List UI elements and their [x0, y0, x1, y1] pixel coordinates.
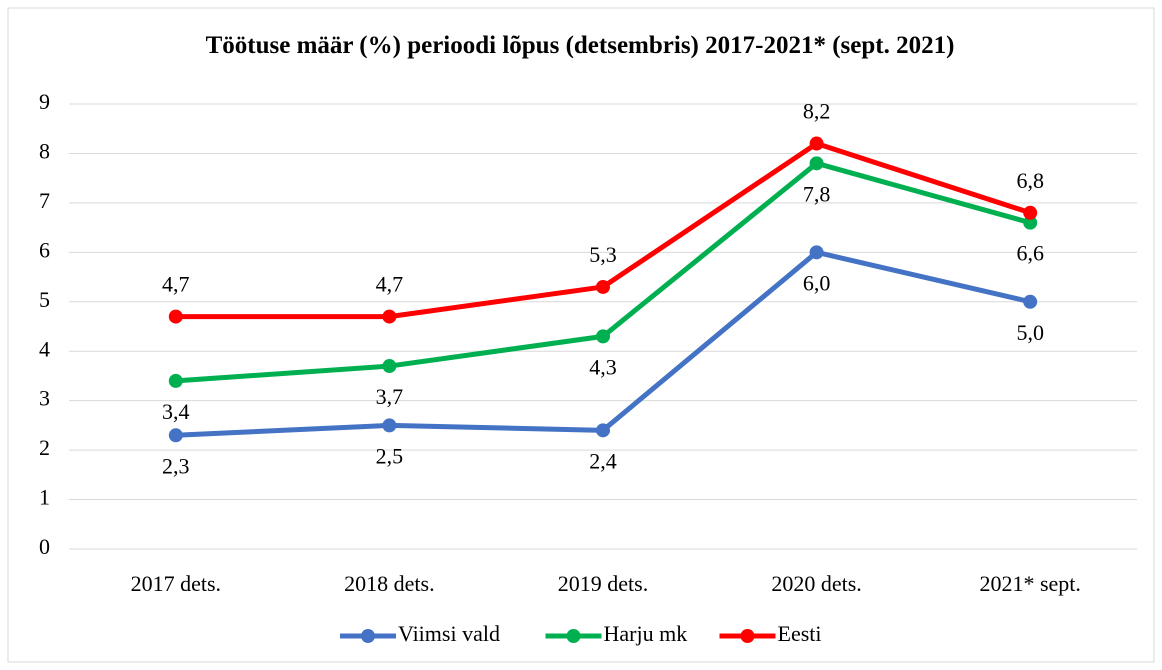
- data-label: 6,0: [803, 270, 831, 295]
- point: [382, 418, 397, 433]
- y-tick-label: 5: [39, 287, 50, 312]
- data-label: 5,0: [1016, 320, 1044, 345]
- point: [168, 428, 183, 443]
- point: [1023, 215, 1038, 230]
- data-label: 6,8: [1016, 168, 1044, 193]
- x-tick-label: 2018 dets.: [344, 571, 434, 596]
- legend-marker: [740, 629, 755, 643]
- point: [1023, 294, 1038, 309]
- y-tick-label: 6: [39, 237, 50, 262]
- point: [596, 329, 610, 344]
- legend-marker: [566, 629, 581, 643]
- data-label: 4,3: [589, 354, 617, 379]
- legend-label: Eesti: [778, 621, 822, 646]
- y-tick-label: 0: [39, 534, 50, 559]
- y-tick-label: 1: [39, 485, 50, 510]
- data-label: 7,8: [803, 181, 831, 206]
- y-tick-label: 3: [39, 386, 50, 411]
- data-label: 3,7: [376, 384, 404, 409]
- data-label: 5,3: [589, 242, 617, 267]
- point: [809, 156, 824, 171]
- legend-marker: [361, 629, 375, 643]
- legend-label: Harju mk: [604, 621, 688, 646]
- point: [382, 359, 397, 374]
- point: [596, 423, 610, 438]
- x-tick-label: 2020 dets.: [771, 571, 861, 596]
- y-tick-label: 4: [39, 336, 50, 361]
- data-label: 4,7: [376, 272, 404, 297]
- point: [168, 309, 183, 324]
- point: [168, 373, 183, 388]
- point: [809, 245, 824, 260]
- y-tick-label: 7: [39, 188, 50, 213]
- point: [596, 279, 610, 294]
- data-label: 2,4: [589, 448, 617, 473]
- data-label: 8,2: [803, 99, 831, 124]
- point: [1023, 205, 1038, 220]
- chart-border: [7, 7, 1155, 663]
- data-label: 3,4: [162, 399, 190, 424]
- y-tick-label: 8: [39, 138, 50, 163]
- x-tick-label: 2017 dets.: [131, 571, 221, 596]
- x-tick-label: 2019 dets.: [558, 571, 648, 596]
- point: [809, 136, 824, 151]
- data-label: 2,5: [376, 443, 404, 468]
- y-tick-label: 2: [39, 435, 50, 460]
- data-label: 2,3: [162, 453, 190, 478]
- x-tick-label: 2021* sept.: [979, 571, 1080, 596]
- chart-title: Töötuse määr (%) perioodi lõpus (detsemb…: [205, 32, 955, 59]
- data-label: 4,7: [162, 272, 190, 297]
- point: [382, 309, 397, 324]
- data-label: 6,6: [1016, 241, 1044, 266]
- legend-label: Viimsi vald: [398, 621, 500, 646]
- y-tick-label: 9: [39, 89, 50, 114]
